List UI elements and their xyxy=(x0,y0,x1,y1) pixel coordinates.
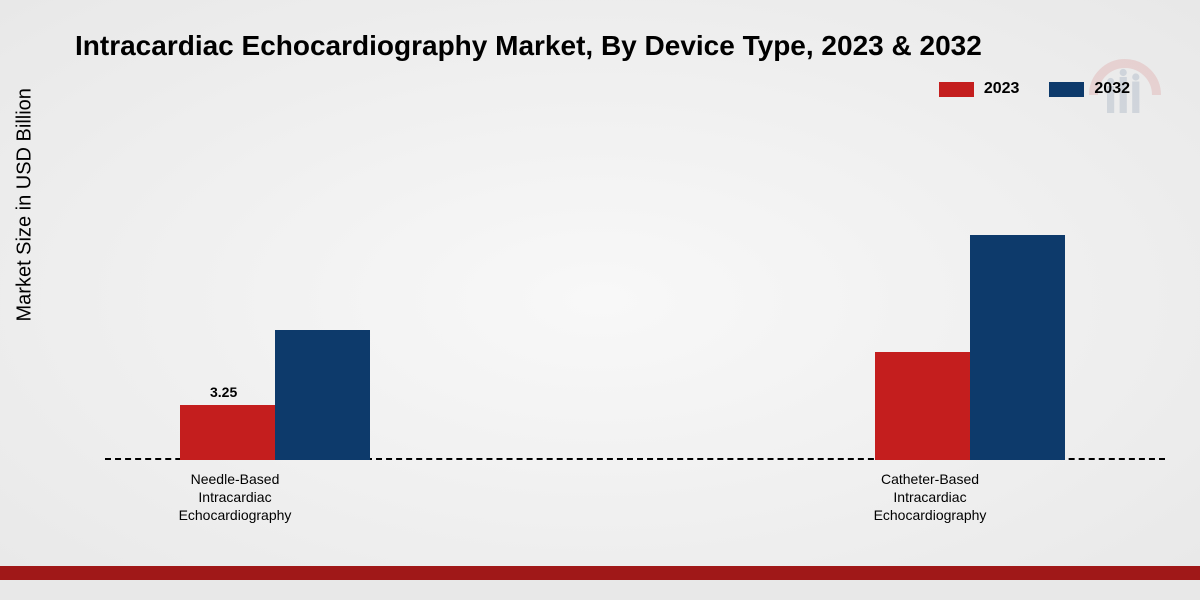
x-axis-label: Catheter-BasedIntracardiacEchocardiograp… xyxy=(840,470,1020,525)
bar-group: 3.25 xyxy=(180,330,370,460)
bar xyxy=(875,352,970,460)
footer-accent-bar xyxy=(0,566,1200,580)
bar xyxy=(275,330,370,460)
y-axis-label: Market Size in USD Billion xyxy=(14,88,37,321)
bar-value-label: 3.25 xyxy=(210,384,237,400)
legend-label-2032: 2032 xyxy=(1094,80,1130,98)
bar xyxy=(970,235,1065,460)
chart-title: Intracardiac Echocardiography Market, By… xyxy=(75,30,982,62)
legend-swatch-2032 xyxy=(1049,82,1084,97)
legend-item-2023: 2023 xyxy=(939,80,1020,98)
bar xyxy=(180,405,275,460)
footer-bottom xyxy=(0,580,1200,600)
x-axis-label: Needle-BasedIntracardiacEchocardiography xyxy=(145,470,325,525)
legend-item-2032: 2032 xyxy=(1049,80,1130,98)
legend-label-2023: 2023 xyxy=(984,80,1020,98)
legend-swatch-2023 xyxy=(939,82,974,97)
legend: 2023 2032 xyxy=(939,80,1130,98)
chart-plot-area: 3.25 xyxy=(105,130,1165,460)
bar-group xyxy=(875,235,1065,460)
